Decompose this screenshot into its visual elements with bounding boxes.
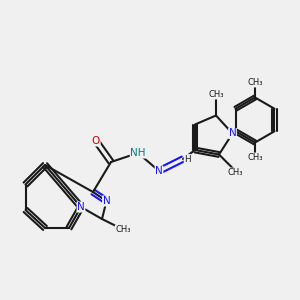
Text: CH₃: CH₃ [115,225,131,234]
Text: H: H [184,154,191,164]
Text: N: N [103,196,110,206]
Text: CH₃: CH₃ [247,78,263,87]
Text: CH₃: CH₃ [228,168,243,177]
Text: CH₃: CH₃ [247,153,263,162]
Text: CH₃: CH₃ [208,90,224,99]
Text: N: N [155,166,163,176]
Text: N: N [77,202,85,212]
Text: O: O [92,136,100,146]
Text: NH: NH [130,148,146,158]
Text: N: N [229,128,236,139]
